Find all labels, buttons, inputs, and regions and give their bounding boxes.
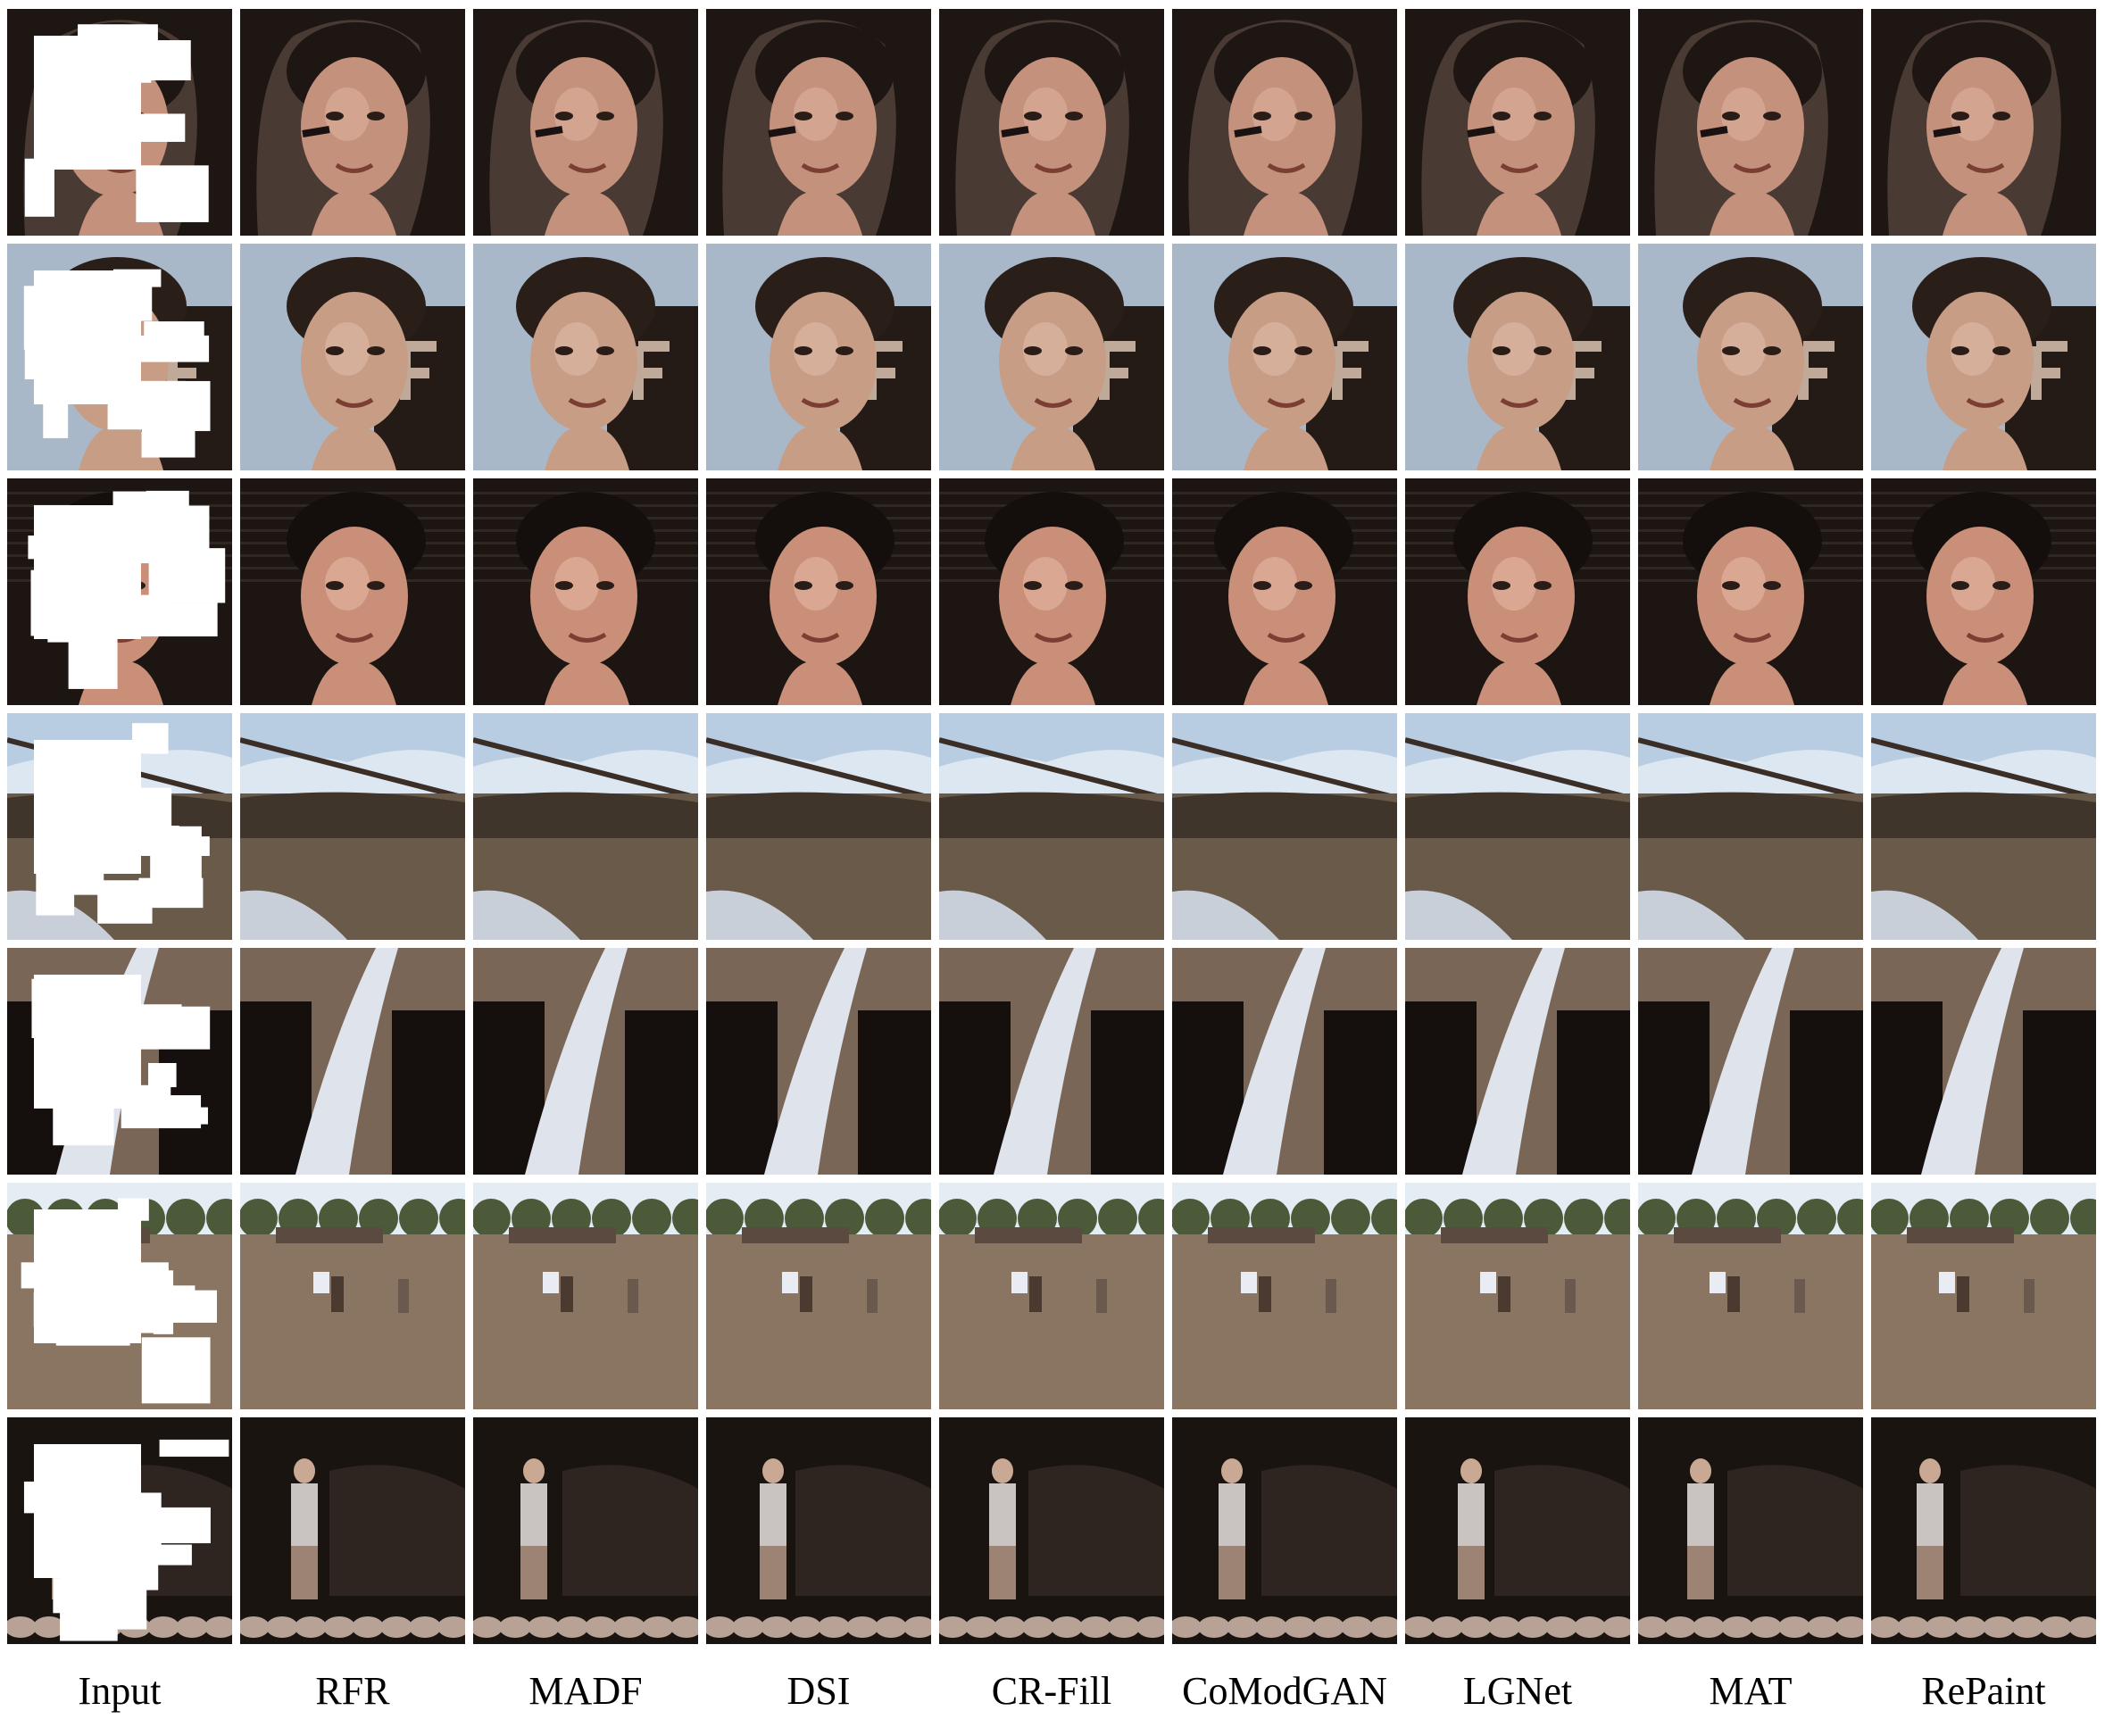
result-image-repaint bbox=[1871, 478, 2096, 705]
result-image-mat bbox=[1638, 713, 1863, 940]
result-image-mat bbox=[1638, 478, 1863, 705]
result-image-comodgan bbox=[1172, 478, 1397, 705]
result-image-rfr bbox=[240, 948, 465, 1175]
result-image-lgnet bbox=[1405, 1183, 1630, 1409]
result-image-comodgan bbox=[1172, 244, 1397, 470]
result-image-madf bbox=[473, 9, 698, 236]
method-labels: Input RFR MADF DSI CR-Fill CoModGAN LGNet MAT Re… bbox=[7, 1665, 2098, 1718]
result-image-repaint bbox=[1871, 1183, 2096, 1409]
result-image-madf bbox=[473, 244, 698, 470]
result-image-cr-fill bbox=[939, 478, 1164, 705]
result-image-cr-fill bbox=[939, 713, 1164, 940]
result-image-dsi bbox=[706, 1417, 931, 1644]
result-image-mat bbox=[1638, 1183, 1863, 1409]
result-image-rfr bbox=[240, 244, 465, 470]
column-label-rfr: RFR bbox=[315, 1669, 390, 1713]
result-image-cr-fill bbox=[939, 1183, 1164, 1409]
result-image-rfr bbox=[240, 713, 465, 940]
result-image-mat bbox=[1638, 244, 1863, 470]
result-image-mat bbox=[1638, 948, 1863, 1175]
result-image-cr-fill bbox=[939, 1417, 1164, 1644]
result-image-dsi bbox=[706, 244, 931, 470]
result-image-lgnet bbox=[1405, 244, 1630, 470]
result-image-input bbox=[7, 9, 232, 236]
result-image-comodgan bbox=[1172, 713, 1397, 940]
result-image-madf bbox=[473, 1417, 698, 1644]
result-image-cr-fill bbox=[939, 948, 1164, 1175]
result-image-dsi bbox=[706, 948, 931, 1175]
result-image-dsi bbox=[706, 713, 931, 940]
result-image-input bbox=[7, 244, 232, 470]
result-image-mat bbox=[1638, 1417, 1863, 1644]
column-label-cr-fill: CR-Fill bbox=[991, 1669, 1112, 1713]
column-label-input: Input bbox=[78, 1669, 162, 1713]
result-image-lgnet bbox=[1405, 713, 1630, 940]
result-image-rfr bbox=[240, 478, 465, 705]
result-image-madf bbox=[473, 713, 698, 940]
column-label-lgnet: LGNet bbox=[1462, 1669, 1573, 1713]
result-image-rfr bbox=[240, 1183, 465, 1409]
result-image-input bbox=[7, 478, 232, 705]
result-image-madf bbox=[473, 478, 698, 705]
result-image-repaint bbox=[1871, 713, 2096, 940]
result-image-comodgan bbox=[1172, 948, 1397, 1175]
result-image-lgnet bbox=[1405, 9, 1630, 236]
column-label-dsi: DSI bbox=[786, 1669, 851, 1713]
result-image-input bbox=[7, 1417, 232, 1644]
result-image-comodgan bbox=[1172, 9, 1397, 236]
result-image-rfr bbox=[240, 9, 465, 236]
result-image-madf bbox=[473, 948, 698, 1175]
result-image-mat bbox=[1638, 9, 1863, 236]
column-label-mat: MAT bbox=[1709, 1669, 1793, 1713]
column-label-repaint: RePaint bbox=[1921, 1669, 2046, 1713]
result-image-repaint bbox=[1871, 9, 2096, 236]
image-grid bbox=[7, 9, 2098, 1644]
result-image-dsi bbox=[706, 9, 931, 236]
result-image-lgnet bbox=[1405, 1417, 1630, 1644]
result-image-dsi bbox=[706, 1183, 931, 1409]
result-image-lgnet bbox=[1405, 478, 1630, 705]
column-label-madf: MADF bbox=[528, 1669, 643, 1713]
result-image-comodgan bbox=[1172, 1183, 1397, 1409]
result-image-repaint bbox=[1871, 948, 2096, 1175]
result-image-input bbox=[7, 948, 232, 1175]
result-image-input bbox=[7, 713, 232, 940]
result-image-lgnet bbox=[1405, 948, 1630, 1175]
result-image-repaint bbox=[1871, 1417, 2096, 1644]
result-image-rfr bbox=[240, 1417, 465, 1644]
result-image-repaint bbox=[1871, 244, 2096, 470]
result-image-input bbox=[7, 1183, 232, 1409]
column-label-comodgan: CoModGAN bbox=[1182, 1669, 1387, 1713]
result-image-comodgan bbox=[1172, 1417, 1397, 1644]
result-image-cr-fill bbox=[939, 244, 1164, 470]
result-image-cr-fill bbox=[939, 9, 1164, 236]
result-image-dsi bbox=[706, 478, 931, 705]
result-image-madf bbox=[473, 1183, 698, 1409]
